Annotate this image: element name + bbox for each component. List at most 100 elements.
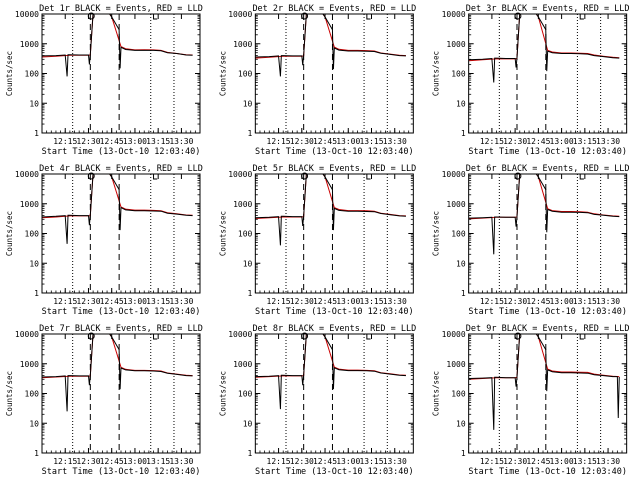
- y-tick-label: 1: [34, 129, 39, 138]
- x-axis-title: Start Time (13-Oct-10 12:03:40): [255, 147, 414, 157]
- x-tick-label: 13:30: [169, 457, 193, 466]
- chart-title: Det 7r BLACK = Events, RED = LLD: [39, 324, 203, 334]
- x-tick-label: 12:45: [100, 297, 124, 306]
- x-axis-title: Start Time (13-Oct-10 12:03:40): [255, 467, 414, 477]
- x-tick-label: 13:30: [383, 457, 407, 466]
- x-tick-label: 12:30: [76, 137, 100, 146]
- x-tick-label: 13:30: [169, 137, 193, 146]
- y-tick-label: 100: [25, 230, 40, 239]
- y-tick-label: 1000: [20, 360, 39, 369]
- y-tick-label: 10000: [228, 170, 252, 179]
- chart-title: Det 5r BLACK = Events, RED = LLD: [252, 164, 416, 174]
- corner-bracket-marker: [153, 14, 158, 20]
- x-tick-label: 13:15: [573, 297, 597, 306]
- corner-bracket-marker: [579, 174, 584, 180]
- chart-panel-9: Det 9r BLACK = Events, RED = LLD 1 10 100 10…: [432, 324, 630, 477]
- y-tick-label: 1: [34, 289, 39, 298]
- y-tick-label: 1: [34, 449, 39, 458]
- x-tick-label: 12:15: [267, 457, 291, 466]
- plot-frame: [41, 13, 201, 134]
- corner-bracket-marker: [366, 174, 371, 180]
- x-tick-label: 12:30: [503, 137, 527, 146]
- x-tick-label: 13:15: [573, 457, 597, 466]
- chart-panel-6: Det 6r BLACK = Events, RED = LLD 1 10 100 10…: [432, 164, 630, 317]
- y-tick-label: 10: [456, 259, 466, 268]
- x-tick-label: 13:00: [123, 297, 147, 306]
- corner-bracket-marker: [366, 14, 371, 20]
- x-tick-label: 12:30: [503, 297, 527, 306]
- chart-panel-3: Det 3r BLACK = Events, RED = LLD 1 10 100 10…: [432, 4, 630, 157]
- chart-title: Det 6r BLACK = Events, RED = LLD: [466, 164, 630, 174]
- x-tick-label: 13:15: [359, 457, 383, 466]
- x-tick-label: 13:00: [336, 137, 360, 146]
- x-tick-label: 12:30: [290, 297, 314, 306]
- y-tick-label: 10000: [15, 170, 39, 179]
- y-tick-label: 1000: [446, 360, 465, 369]
- x-axis-title: Start Time (13-Oct-10 12:03:40): [42, 467, 201, 477]
- x-tick-label: 12:30: [76, 297, 100, 306]
- x-axis-title: Start Time (13-Oct-10 12:03:40): [468, 307, 627, 317]
- x-tick-label: 12:15: [53, 457, 77, 466]
- x-tick-label: 13:30: [383, 137, 407, 146]
- x-tick-label: 12:30: [290, 457, 314, 466]
- y-axis-title: Counts/sec: [218, 211, 227, 256]
- x-tick-label: 13:30: [596, 137, 620, 146]
- series-lld-line: [255, 174, 406, 219]
- x-tick-label: 12:45: [100, 137, 124, 146]
- y-tick-label: 10000: [228, 330, 252, 339]
- series-events-line: [468, 334, 620, 430]
- y-axis-title: Counts/sec: [218, 51, 227, 96]
- plot-frame: [254, 13, 414, 134]
- y-tick-label: 10000: [228, 10, 252, 19]
- chart-title: Det 3r BLACK = Events, RED = LLD: [466, 4, 630, 14]
- y-tick-label: 10: [243, 99, 253, 108]
- series-lld-line: [255, 334, 406, 378]
- chart-panel-1: Det 1r BLACK = Events, RED = LLD 1 10 100 10…: [5, 4, 203, 157]
- x-tick-label: 12:45: [313, 457, 337, 466]
- y-tick-label: 1000: [446, 40, 465, 49]
- x-tick-label: 13:00: [123, 137, 147, 146]
- series-lld-line: [468, 334, 620, 380]
- x-tick-label: 12:45: [313, 137, 337, 146]
- plot-frame: [468, 13, 628, 134]
- y-axis-title: Counts/sec: [218, 371, 227, 416]
- x-tick-label: 13:15: [146, 457, 170, 466]
- x-tick-label: 12:45: [313, 297, 337, 306]
- y-tick-label: 10000: [15, 10, 39, 19]
- x-tick-label: 12:30: [76, 457, 100, 466]
- chart-panel-4: Det 4r BLACK = Events, RED = LLD 1 10 100 10…: [5, 164, 203, 317]
- y-tick-label: 1000: [20, 200, 39, 209]
- corner-bracket-marker: [366, 334, 371, 340]
- y-axis-title: Counts/sec: [432, 211, 441, 256]
- x-tick-label: 12:45: [100, 457, 124, 466]
- chart-panel-7: Det 7r BLACK = Events, RED = LLD 1 10 100 10…: [5, 324, 203, 477]
- y-axis-title: Counts/sec: [5, 211, 14, 256]
- series-events-line: [468, 14, 620, 83]
- corner-bracket-marker: [579, 334, 584, 340]
- y-tick-label: 100: [238, 230, 253, 239]
- series-lld-line: [255, 14, 406, 59]
- y-tick-label: 100: [451, 70, 466, 79]
- x-tick-label: 12:15: [267, 137, 291, 146]
- y-tick-label: 1000: [233, 360, 252, 369]
- y-tick-label: 1: [248, 449, 253, 458]
- x-axis-title: Start Time (13-Oct-10 12:03:40): [255, 307, 414, 317]
- y-tick-label: 1: [461, 129, 466, 138]
- series-lld-line: [468, 174, 620, 220]
- y-axis-title: Counts/sec: [432, 51, 441, 96]
- series-lld-line: [468, 14, 620, 62]
- x-tick-label: 12:15: [53, 137, 77, 146]
- series-events-line: [255, 14, 406, 77]
- x-tick-label: 13:00: [336, 457, 360, 466]
- x-tick-label: 13:00: [336, 297, 360, 306]
- y-tick-label: 10: [29, 419, 39, 428]
- y-tick-label: 1000: [233, 200, 252, 209]
- x-axis-title: Start Time (13-Oct-10 12:03:40): [42, 307, 201, 317]
- y-tick-label: 10: [456, 99, 466, 108]
- y-tick-label: 1: [248, 129, 253, 138]
- x-tick-label: 12:45: [526, 297, 550, 306]
- x-tick-label: 13:15: [573, 137, 597, 146]
- x-tick-label: 13:30: [596, 457, 620, 466]
- y-tick-label: 10: [29, 99, 39, 108]
